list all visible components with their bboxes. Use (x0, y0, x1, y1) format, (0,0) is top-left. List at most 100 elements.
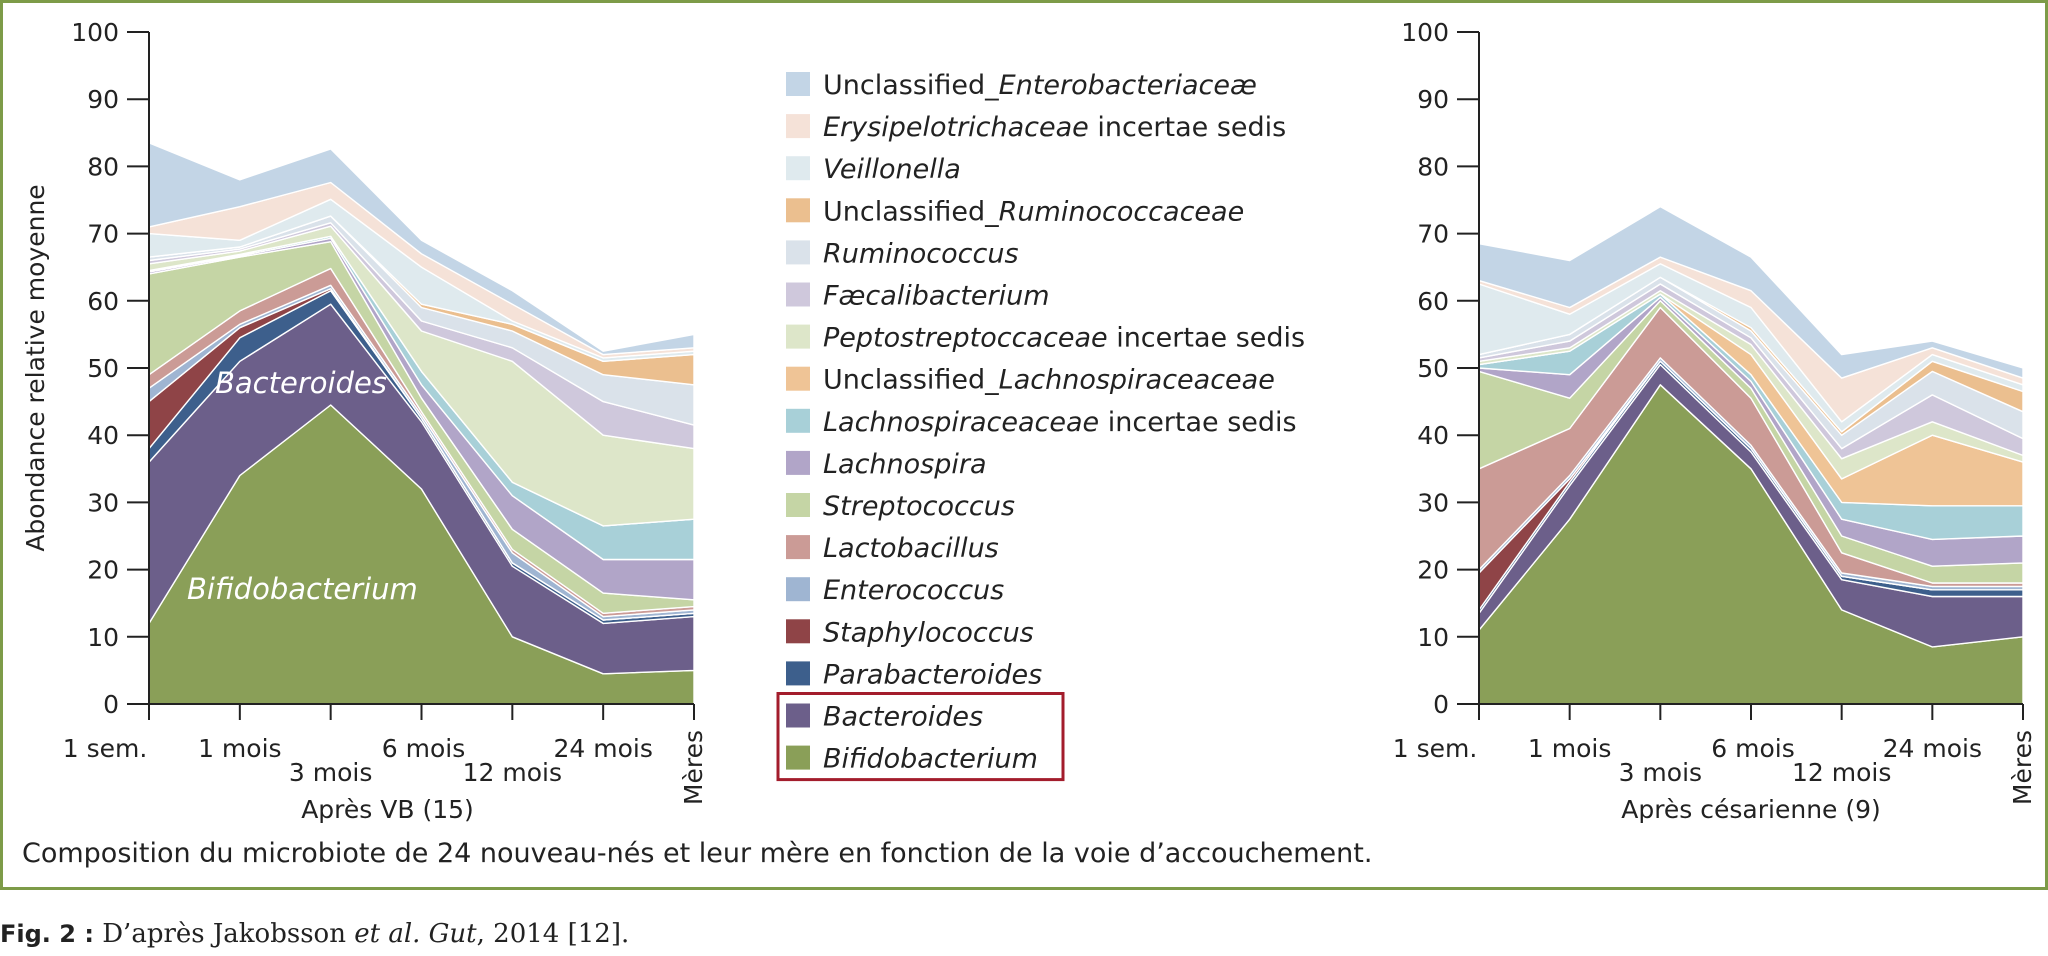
legend-item: Enterococcus (786, 575, 1004, 606)
legend-item: Ruminococcus (786, 238, 1019, 269)
legend-swatch (786, 703, 810, 728)
legend-item: Bifidobacterium (786, 744, 1038, 775)
y-tick-label: 20 (1417, 556, 1449, 585)
legend-item: Veillonella (786, 154, 961, 185)
legend-item: Unclassified_Enterobacteriaceæ (786, 70, 1257, 101)
legend-item: Unclassified_Ruminococcaceae (786, 196, 1244, 227)
x-tick-label: 1 sem. (1393, 734, 1478, 763)
figure-number: Fig. 2 : (0, 920, 94, 948)
legend-swatch (786, 156, 810, 181)
legend-item: Staphylococcus (786, 617, 1034, 648)
area-annotation: Bifidobacterium (187, 572, 418, 606)
legend-highlight-box (776, 692, 1065, 782)
source-text: D’après Jakobsson (93, 919, 355, 949)
legend-swatch (786, 408, 810, 433)
legend-swatch (786, 619, 810, 644)
stacked-areas (1478, 206, 2024, 705)
legend-item: Fæcalibacterium (786, 281, 1050, 312)
y-tick-label: 70 (87, 220, 119, 249)
stacked-areas (148, 142, 695, 705)
source-journal: et al. Gut (354, 919, 477, 949)
legend-swatch (786, 745, 810, 770)
legend-label: Parabacteroides (823, 659, 1042, 690)
legend-swatch (786, 661, 810, 686)
x-tick-label: 24 mois (1883, 734, 1982, 763)
y-tick-label: 90 (87, 85, 119, 114)
legend-item: Bacteroides (786, 702, 983, 733)
x-tick-label: 12 mois (463, 758, 562, 787)
legend-swatch (786, 198, 810, 223)
left-chart: 0 10 20 30 40 50 60 70 80 90 100 1 sem. 1 mois 3 mois… (21, 18, 708, 824)
legend-item: Erysipelotrichaceae incertae sedis (786, 112, 1286, 143)
y-tick-label: 100 (1401, 18, 1449, 47)
legend-label: Unclassified_Ruminococcaceae (823, 196, 1244, 227)
legend: Unclassified_Enterobacteriaceæ Erysipelot… (776, 70, 1305, 782)
x-tick-label: 3 mois (289, 758, 372, 787)
legend-swatch (786, 577, 810, 602)
legend-swatch (786, 324, 810, 349)
y-tick-label: 60 (87, 287, 119, 316)
legend-swatch (786, 493, 810, 517)
y-tick-label: 0 (1433, 690, 1449, 719)
area-unclassified-enterobacteriaceae (1478, 206, 2024, 379)
legend-swatch (786, 366, 810, 391)
legend-item: Streptococcus (786, 491, 1015, 522)
x-tick-label: 24 mois (553, 734, 652, 763)
x-axis-label: Après VB (15) (301, 795, 474, 824)
legend-label: Veillonella (823, 154, 961, 185)
x-tick-label: 6 mois (1711, 734, 1794, 763)
x-axis-label: Après césarienne (9) (1621, 795, 1881, 824)
legend-label: Streptococcus (823, 491, 1015, 522)
legend-label: Enterococcus (823, 575, 1004, 606)
x-tick-label: 1 mois (198, 734, 281, 763)
y-tick-label: 0 (103, 690, 119, 719)
x-tick-label: 12 mois (1792, 758, 1891, 787)
legend-item: Peptostreptoccaceae incertae sedis (786, 323, 1305, 354)
y-tick-label: 40 (1417, 421, 1449, 450)
x-tick-label: 3 mois (1619, 758, 1702, 787)
figure-source-note: Fig. 2 : D’après Jakobsson et al. Gut, 2… (0, 919, 629, 949)
x-tick-label: Mères (679, 730, 708, 805)
legend-label: Lachnospiraceaceae incertae sedis (823, 407, 1297, 438)
legend-label: Bacteroides (823, 702, 983, 733)
y-tick-label: 10 (1417, 623, 1449, 652)
y-tick-label: 40 (87, 421, 119, 450)
figure-caption: Composition du microbiote de 24 nouveau-… (22, 838, 1373, 869)
legend-label: Peptostreptoccaceae incertae sedis (823, 323, 1305, 354)
legend-label: Staphylococcus (823, 617, 1034, 648)
x-tick-label: 1 sem. (63, 734, 148, 763)
right-chart: 0 10 20 30 40 50 60 70 80 90 100 1 sem. 1 mois 3 mois… (1393, 18, 2037, 824)
legend-swatch (786, 72, 810, 96)
x-tick-label: 1 mois (1528, 734, 1611, 763)
y-tick-label: 70 (1417, 220, 1449, 249)
legend-swatch (786, 282, 810, 307)
area-unclassified-enterobacteriaceae (148, 142, 695, 356)
legend-label: Unclassified_Lachnospiraceaceae (823, 365, 1275, 396)
area-annotation: Bacteroides (215, 366, 387, 400)
y-tick-label: 30 (87, 488, 119, 517)
y-tick-label: 20 (87, 556, 119, 585)
y-tick-label: 80 (1417, 152, 1449, 181)
x-tick-label: Mères (2008, 730, 2037, 805)
legend-swatch (786, 114, 810, 139)
legend-swatch (786, 240, 810, 265)
source-year: , 2014 [12]. (476, 919, 630, 949)
legend-swatch (786, 450, 810, 475)
y-tick-label: 30 (1417, 488, 1449, 517)
y-tick-label: 90 (1417, 85, 1449, 114)
legend-label: Erysipelotrichaceae incertae sedis (823, 112, 1286, 143)
legend-label: Lachnospira (823, 449, 987, 480)
legend-item: Lactobacillus (786, 533, 999, 564)
y-axis-label: Abondance relative moyenne (21, 184, 50, 551)
legend-label: Unclassified_Enterobacteriaceæ (823, 70, 1257, 101)
legend-label: Lactobacillus (823, 533, 999, 564)
legend-item: Unclassified_Lachnospiraceaceae (786, 365, 1275, 396)
y-tick-label: 80 (87, 152, 119, 181)
y-tick-label: 50 (87, 354, 119, 383)
legend-item: Lachnospira (786, 449, 987, 480)
y-tick-label: 10 (87, 623, 119, 652)
y-tick-label: 60 (1417, 287, 1449, 316)
y-tick-label: 100 (71, 18, 119, 47)
legend-item: Lachnospiraceaceae incertae sedis (786, 407, 1297, 438)
